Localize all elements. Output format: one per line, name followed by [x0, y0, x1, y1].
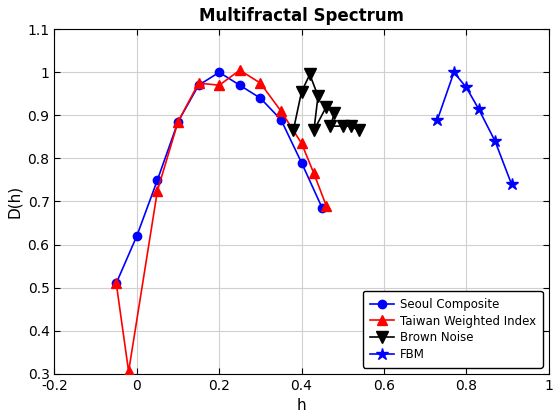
Brown Noise — [339, 123, 346, 129]
Taiwan Weighted Index — [311, 171, 318, 176]
X-axis label: h: h — [297, 398, 306, 413]
Brown Noise — [323, 104, 330, 109]
Title: Multifractal Spectrum: Multifractal Spectrum — [199, 7, 404, 25]
Taiwan Weighted Index — [154, 188, 161, 193]
Taiwan Weighted Index — [216, 83, 222, 88]
Brown Noise — [315, 94, 321, 99]
Line: Taiwan Weighted Index: Taiwan Weighted Index — [111, 65, 331, 376]
Brown Noise — [331, 111, 338, 116]
FBM — [463, 85, 470, 90]
Legend: Seoul Composite, Taiwan Weighted Index, Brown Noise, FBM: Seoul Composite, Taiwan Weighted Index, … — [363, 291, 543, 368]
Seoul Composite — [257, 96, 264, 101]
Line: FBM: FBM — [431, 66, 518, 191]
Seoul Composite — [319, 205, 325, 210]
Taiwan Weighted Index — [278, 108, 284, 113]
Taiwan Weighted Index — [175, 119, 181, 124]
Line: Seoul Composite: Seoul Composite — [112, 68, 326, 287]
Seoul Composite — [236, 83, 243, 88]
Seoul Composite — [175, 119, 181, 124]
Brown Noise — [290, 128, 297, 133]
FBM — [451, 70, 458, 75]
Seoul Composite — [298, 160, 305, 165]
FBM — [492, 139, 498, 144]
Seoul Composite — [113, 281, 120, 286]
Brown Noise — [311, 128, 318, 133]
Brown Noise — [356, 128, 362, 133]
Seoul Composite — [154, 177, 161, 182]
Taiwan Weighted Index — [125, 369, 132, 374]
Brown Noise — [306, 72, 313, 77]
FBM — [434, 117, 441, 122]
Taiwan Weighted Index — [323, 203, 330, 208]
FBM — [508, 182, 515, 187]
Taiwan Weighted Index — [236, 68, 243, 73]
Taiwan Weighted Index — [257, 81, 264, 86]
Seoul Composite — [133, 234, 140, 239]
FBM — [475, 106, 482, 111]
Line: Brown Noise: Brown Noise — [287, 68, 366, 136]
Brown Noise — [348, 123, 354, 129]
Brown Noise — [298, 89, 305, 94]
Seoul Composite — [278, 117, 284, 122]
Taiwan Weighted Index — [113, 281, 120, 286]
Y-axis label: D(h): D(h) — [7, 185, 22, 218]
Seoul Composite — [195, 83, 202, 88]
Taiwan Weighted Index — [298, 141, 305, 146]
Taiwan Weighted Index — [195, 81, 202, 86]
Seoul Composite — [216, 70, 222, 75]
Brown Noise — [327, 123, 334, 129]
